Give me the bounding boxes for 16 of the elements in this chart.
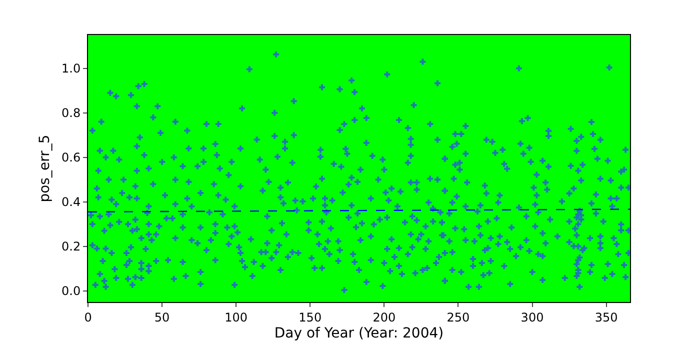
x-tick-label: 350 <box>594 310 618 324</box>
y-tick-label: 0.8 <box>62 106 81 120</box>
x-tick-label: 100 <box>224 310 248 324</box>
x-axis-title: Day of Year (Year: 2004) <box>274 326 444 342</box>
y-axis-title: pos_err_5 <box>37 134 54 202</box>
y-tick-label: 0.2 <box>62 240 81 254</box>
y-tick-label: 0.6 <box>62 150 81 165</box>
x-tick-label: 300 <box>520 310 544 324</box>
x-tick-label: 200 <box>372 310 396 324</box>
y-tick-label: 0.0 <box>62 284 81 298</box>
y-tick-label: 1.0 <box>62 62 81 76</box>
x-tick-label: 250 <box>446 310 470 324</box>
x-tick-label: 0 <box>84 310 92 324</box>
x-tick-label: 150 <box>298 310 322 324</box>
y-tick-label: 0.4 <box>62 195 81 210</box>
x-tick-label: 50 <box>154 310 170 324</box>
